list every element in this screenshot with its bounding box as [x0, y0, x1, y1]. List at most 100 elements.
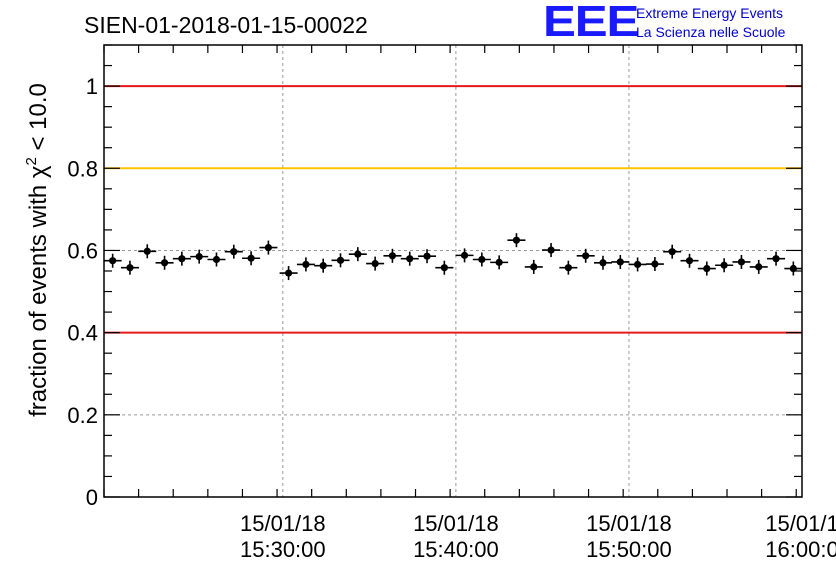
- data-point: [348, 247, 367, 262]
- point-marker: [737, 258, 746, 266]
- x-tick-time-label: 16:00:0: [765, 537, 836, 562]
- data-point: [224, 244, 243, 259]
- data-point: [593, 255, 612, 270]
- x-tick-date-label: 15/01/18: [240, 511, 326, 536]
- data-point: [784, 261, 803, 276]
- point-marker: [720, 261, 728, 269]
- point-marker: [582, 252, 590, 260]
- x-tick-date-label: 15/01/18: [413, 511, 499, 536]
- point-marker: [440, 264, 448, 272]
- data-point: [680, 253, 699, 268]
- data-point: [472, 252, 491, 267]
- point-marker: [599, 259, 607, 267]
- point-marker: [319, 262, 327, 270]
- point-marker: [388, 252, 397, 260]
- data-point: [296, 257, 315, 272]
- data-point: [524, 259, 543, 274]
- data-point: [645, 257, 664, 272]
- point-marker: [143, 247, 151, 255]
- y-tick-label: 1: [86, 74, 98, 99]
- point-marker: [284, 269, 293, 277]
- point-marker: [178, 255, 186, 263]
- x-tick-time-label: 15:30:00: [240, 537, 326, 562]
- data-point: [559, 260, 578, 275]
- data-point: [242, 251, 261, 266]
- point-marker: [512, 236, 521, 244]
- point-marker: [668, 248, 676, 256]
- eee-logo: EEE Extreme Energy Events La Scienza nel…: [543, 0, 835, 46]
- data-point: [314, 258, 333, 273]
- reference-lines: [104, 85, 802, 334]
- point-marker: [460, 251, 469, 259]
- data-point: [542, 243, 561, 258]
- data-point: [138, 244, 157, 259]
- data-point: [507, 233, 526, 248]
- x-tick-date-label: 15/01/1: [765, 511, 836, 536]
- point-marker: [703, 264, 711, 273]
- data-point: [259, 240, 278, 255]
- data-point: [103, 253, 122, 268]
- y-tick-label: 0.4: [67, 321, 98, 346]
- data-point: [331, 253, 350, 268]
- point-marker: [406, 255, 414, 263]
- point-marker: [478, 255, 486, 264]
- data-point: [190, 249, 209, 264]
- data-point: [732, 254, 751, 269]
- point-marker: [126, 264, 134, 272]
- y-tick-label: 0.2: [67, 403, 98, 428]
- data-point: [383, 248, 402, 263]
- point-marker: [371, 260, 379, 268]
- data-point: [490, 255, 509, 270]
- data-point: [628, 257, 647, 272]
- point-marker: [109, 257, 117, 265]
- data-point: [120, 260, 139, 275]
- data-point: [155, 255, 174, 270]
- grid-layer: [104, 45, 802, 497]
- point-marker: [685, 257, 694, 265]
- data-point: [749, 259, 768, 274]
- data-point: [418, 249, 437, 264]
- logo-line-1: Extreme Energy Events: [636, 5, 784, 21]
- x-tick-time-label: 15:50:00: [586, 537, 672, 562]
- point-marker: [616, 258, 624, 266]
- data-point: [455, 248, 474, 263]
- data-point: [663, 244, 682, 259]
- data-point: [715, 258, 734, 273]
- point-marker: [564, 264, 572, 272]
- plot-frame: [103, 44, 803, 498]
- data-point: [172, 251, 191, 266]
- data-point: [697, 261, 716, 276]
- point-marker: [772, 255, 780, 263]
- point-marker: [789, 264, 797, 273]
- y-tick-label: 0.8: [67, 156, 98, 181]
- logo-mark: EEE: [543, 0, 639, 46]
- point-marker: [495, 258, 503, 266]
- point-marker: [755, 263, 763, 271]
- point-marker: [547, 246, 555, 254]
- data-point: [611, 254, 630, 269]
- data-point: [207, 252, 226, 267]
- point-marker: [195, 253, 203, 261]
- point-marker: [423, 252, 431, 260]
- x-tick-date-label: 15/01/18: [586, 511, 672, 536]
- point-marker: [264, 243, 273, 252]
- point-marker: [633, 260, 642, 269]
- axes: 00.20.40.60.8115/01/1815:30:0015/01/1815…: [67, 44, 836, 562]
- point-marker: [336, 256, 345, 264]
- data-points: [103, 233, 803, 281]
- point-marker: [212, 255, 221, 264]
- point-marker: [651, 260, 659, 268]
- point-marker: [230, 248, 238, 256]
- data-point: [767, 251, 786, 266]
- y-tick-label: 0: [86, 485, 98, 510]
- point-marker: [354, 250, 362, 258]
- data-point: [400, 251, 419, 266]
- data-point: [279, 266, 298, 281]
- data-point: [435, 260, 454, 275]
- point-marker: [247, 254, 255, 262]
- point-marker: [302, 260, 310, 269]
- x-tick-time-label: 15:40:00: [413, 537, 499, 562]
- data-point: [576, 248, 595, 263]
- point-marker: [530, 263, 538, 271]
